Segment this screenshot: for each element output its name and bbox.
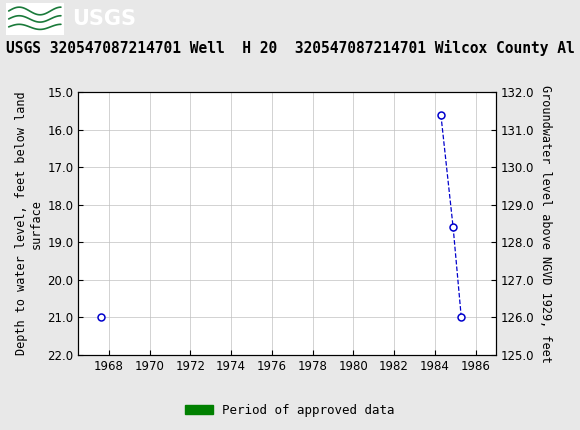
- Y-axis label: Groundwater level above NGVD 1929, feet: Groundwater level above NGVD 1929, feet: [539, 85, 552, 362]
- Legend: Period of approved data: Period of approved data: [180, 399, 400, 421]
- Y-axis label: Depth to water level, feet below land
surface: Depth to water level, feet below land su…: [15, 92, 43, 356]
- Text: USGS: USGS: [72, 9, 136, 29]
- Bar: [99, 355, 103, 359]
- Text: USGS 320547087214701 Well  H 20  320547087214701 Wilcox County Al: USGS 320547087214701 Well H 20 320547087…: [6, 40, 574, 56]
- Bar: [434, 355, 466, 359]
- Bar: [6, 3, 64, 35]
